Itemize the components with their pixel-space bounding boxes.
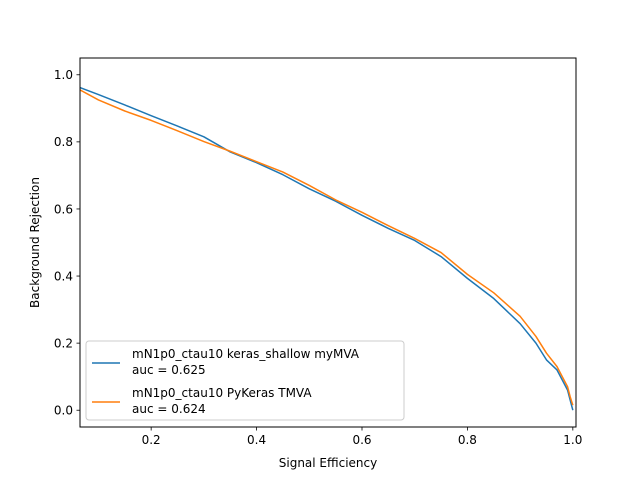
x-axis-ticks: 0.2 0.4 0.6 0.8 1.0 — [142, 427, 582, 447]
y-axis-title: Background Rejection — [28, 177, 42, 308]
x-axis-title: Signal Efficiency — [279, 456, 377, 470]
plot-lines — [80, 86, 574, 411]
legend-label-2: mN1p0_ctau10 PyKeras TMVA — [132, 386, 312, 400]
series-line-2 — [80, 89, 574, 406]
legend-auc-1: auc = 0.625 — [132, 363, 206, 377]
x-tick-label: 0.2 — [142, 433, 161, 447]
y-tick-label: 0.0 — [54, 404, 73, 418]
legend: mN1p0_ctau10 keras_shallow myMVA auc = 0.… — [85, 340, 405, 421]
plot-frame — [79, 57, 577, 428]
legend-box — [85, 340, 405, 421]
y-tick-label: 0.6 — [54, 202, 73, 216]
x-tick-label: 1.0 — [563, 433, 582, 447]
y-tick-label: 0.2 — [54, 336, 73, 350]
x-tick-label: 0.4 — [247, 433, 266, 447]
x-tick-label: 0.8 — [458, 433, 477, 447]
y-axis-ticks: 0.0 0.2 0.4 0.6 0.8 1.0 — [54, 68, 80, 418]
series-line-1 — [80, 86, 574, 411]
y-tick-label: 0.4 — [54, 269, 73, 283]
y-tick-label: 1.0 — [54, 68, 73, 82]
legend-label-1: mN1p0_ctau10 keras_shallow myMVA — [132, 347, 360, 361]
y-tick-label: 0.8 — [54, 135, 73, 149]
x-tick-label: 0.6 — [352, 433, 371, 447]
legend-auc-2: auc = 0.624 — [132, 402, 206, 416]
